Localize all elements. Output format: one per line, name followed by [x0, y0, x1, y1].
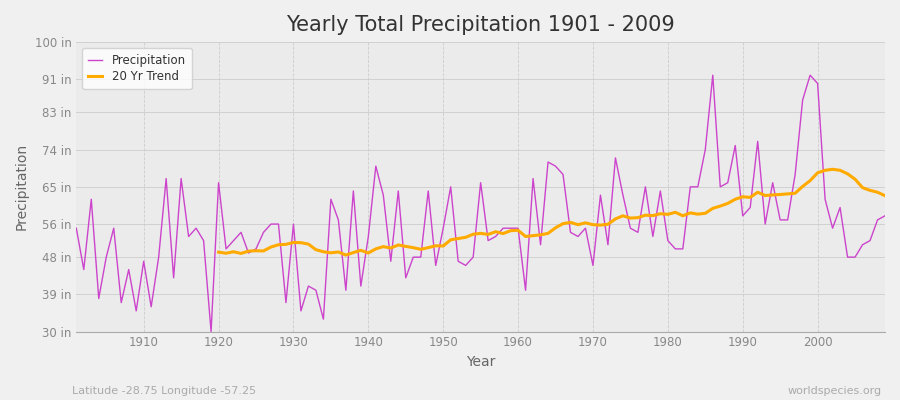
- 20 Yr Trend: [685, 210, 696, 215]
- Precipitation: [610, 156, 621, 160]
- Legend: Precipitation, 20 Yr Trend: Precipitation, 20 Yr Trend: [82, 48, 192, 89]
- Text: worldspecies.org: worldspecies.org: [788, 386, 882, 396]
- Y-axis label: Precipitation: Precipitation: [15, 143, 29, 230]
- 20 Yr Trend: [827, 167, 838, 172]
- Precipitation: [71, 226, 82, 231]
- 20 Yr Trend: [213, 250, 224, 254]
- 20 Yr Trend: [303, 242, 314, 246]
- Line: 20 Yr Trend: 20 Yr Trend: [219, 169, 885, 255]
- Text: Latitude -28.75 Longitude -57.25: Latitude -28.75 Longitude -57.25: [72, 386, 256, 396]
- 20 Yr Trend: [775, 192, 786, 197]
- X-axis label: Year: Year: [466, 355, 495, 369]
- 20 Yr Trend: [423, 245, 434, 250]
- 20 Yr Trend: [865, 188, 876, 193]
- Precipitation: [130, 308, 141, 313]
- Line: Precipitation: Precipitation: [76, 75, 885, 332]
- Precipitation: [513, 226, 524, 231]
- Precipitation: [348, 188, 359, 193]
- Precipitation: [520, 288, 531, 293]
- Precipitation: [206, 329, 217, 334]
- Precipitation: [303, 284, 314, 288]
- 20 Yr Trend: [789, 191, 800, 196]
- 20 Yr Trend: [340, 253, 351, 258]
- Title: Yearly Total Precipitation 1901 - 2009: Yearly Total Precipitation 1901 - 2009: [286, 15, 675, 35]
- Precipitation: [879, 213, 890, 218]
- 20 Yr Trend: [879, 193, 890, 198]
- Precipitation: [707, 73, 718, 78]
